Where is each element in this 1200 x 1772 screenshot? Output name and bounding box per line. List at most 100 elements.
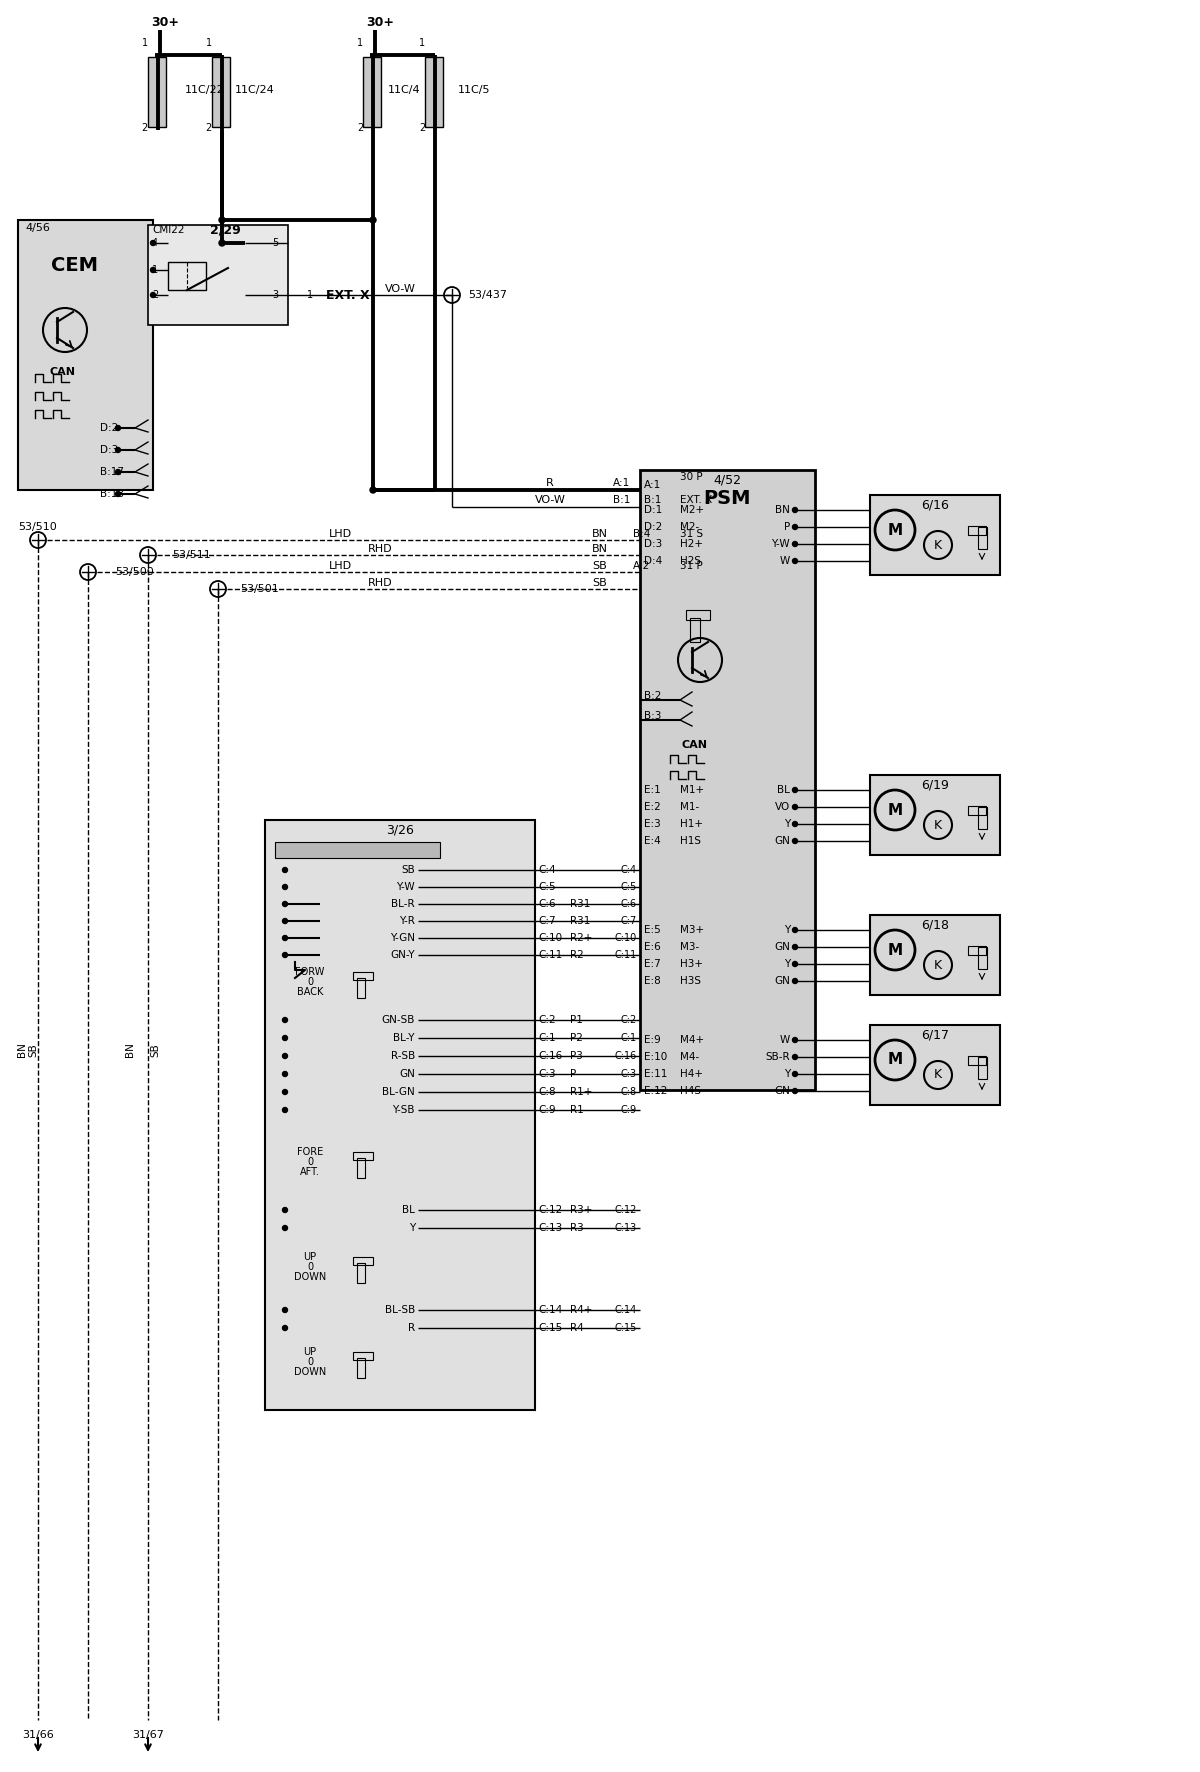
Text: D:3: D:3 xyxy=(644,539,662,549)
Text: C:16: C:16 xyxy=(538,1051,563,1061)
Bar xyxy=(968,526,986,535)
Circle shape xyxy=(282,1325,288,1331)
Text: C:5: C:5 xyxy=(538,882,556,891)
Text: 31 S: 31 S xyxy=(680,530,703,539)
Text: E:3: E:3 xyxy=(644,819,661,829)
Text: DOWN: DOWN xyxy=(294,1366,326,1377)
Text: CAN: CAN xyxy=(682,741,708,750)
Text: E:2: E:2 xyxy=(644,803,661,812)
Text: C:1: C:1 xyxy=(620,1033,637,1044)
Text: R31: R31 xyxy=(570,916,590,927)
Text: BL-SB: BL-SB xyxy=(385,1304,415,1315)
Text: D:4: D:4 xyxy=(644,556,662,565)
Text: H4+: H4+ xyxy=(680,1069,703,1079)
Text: E:4: E:4 xyxy=(644,836,661,845)
Text: B:18: B:18 xyxy=(100,489,124,500)
Text: D:3: D:3 xyxy=(100,445,119,455)
Bar xyxy=(640,470,815,1090)
Text: M4+: M4+ xyxy=(680,1035,704,1045)
Bar xyxy=(265,820,535,1411)
Bar xyxy=(353,1152,373,1161)
Text: EXT. X: EXT. X xyxy=(680,494,713,505)
Text: BL-Y: BL-Y xyxy=(394,1033,415,1044)
Text: CMI22: CMI22 xyxy=(152,225,185,236)
Circle shape xyxy=(150,241,156,246)
Text: A:1: A:1 xyxy=(613,478,630,487)
Text: Y-W: Y-W xyxy=(396,882,415,891)
Bar xyxy=(275,842,440,858)
Text: P2: P2 xyxy=(570,1033,583,1044)
Circle shape xyxy=(792,507,798,512)
Text: SB-R: SB-R xyxy=(766,1053,790,1061)
Text: RHD: RHD xyxy=(367,578,392,588)
Text: BL-GN: BL-GN xyxy=(383,1086,415,1097)
Text: E:1: E:1 xyxy=(644,785,661,796)
Text: P3: P3 xyxy=(570,1051,583,1061)
Text: C:15: C:15 xyxy=(614,1324,637,1333)
Text: C:6: C:6 xyxy=(538,898,556,909)
Text: R1-: R1- xyxy=(570,1106,588,1115)
Text: M: M xyxy=(888,943,902,957)
Text: 6/19: 6/19 xyxy=(922,778,949,792)
Bar xyxy=(353,1256,373,1265)
Text: E:7: E:7 xyxy=(644,959,661,969)
Text: K: K xyxy=(934,959,942,971)
Text: R3-: R3- xyxy=(570,1223,588,1233)
Text: 53/511: 53/511 xyxy=(172,549,211,560)
Text: C:8: C:8 xyxy=(538,1086,556,1097)
Text: BN: BN xyxy=(125,1042,134,1058)
Text: SB: SB xyxy=(593,562,607,571)
Text: R4+: R4+ xyxy=(570,1304,593,1315)
Text: CAN: CAN xyxy=(49,367,74,377)
Bar xyxy=(968,946,986,955)
Text: 1: 1 xyxy=(356,37,364,48)
Text: C:7: C:7 xyxy=(620,916,637,927)
Text: R4-: R4- xyxy=(570,1324,588,1333)
Text: 1: 1 xyxy=(142,37,148,48)
Circle shape xyxy=(792,787,798,792)
Circle shape xyxy=(150,292,156,298)
Text: 53/437: 53/437 xyxy=(468,291,508,299)
Text: E:5: E:5 xyxy=(644,925,661,936)
Text: D:2: D:2 xyxy=(100,424,119,432)
Circle shape xyxy=(282,1090,288,1095)
Text: A:2: A:2 xyxy=(634,562,650,571)
Text: 4/56: 4/56 xyxy=(25,223,50,232)
Text: W: W xyxy=(780,1035,790,1045)
Text: FORW: FORW xyxy=(295,968,325,976)
Text: BACK: BACK xyxy=(296,987,323,998)
Text: SB: SB xyxy=(150,1044,160,1056)
Circle shape xyxy=(115,470,120,475)
Bar xyxy=(978,526,986,549)
Text: BL: BL xyxy=(402,1205,415,1216)
Text: GN: GN xyxy=(774,836,790,845)
Circle shape xyxy=(792,1037,798,1042)
Text: P1: P1 xyxy=(570,1015,583,1024)
Text: 0: 0 xyxy=(307,1262,313,1272)
Circle shape xyxy=(282,1226,288,1230)
Text: Y-W: Y-W xyxy=(772,539,790,549)
Circle shape xyxy=(220,216,226,223)
Text: 53/500: 53/500 xyxy=(115,567,154,578)
Text: K: K xyxy=(934,819,942,831)
Text: PSM: PSM xyxy=(703,489,751,507)
Text: AFT.: AFT. xyxy=(300,1168,320,1177)
Text: C:2: C:2 xyxy=(620,1015,637,1024)
Text: R: R xyxy=(408,1324,415,1333)
Text: Y: Y xyxy=(784,1069,790,1079)
Bar xyxy=(353,973,373,980)
Text: 11C/5: 11C/5 xyxy=(458,85,491,96)
Text: H3S: H3S xyxy=(680,976,701,985)
Text: P: P xyxy=(570,1069,576,1079)
Circle shape xyxy=(792,542,798,546)
Text: E:11: E:11 xyxy=(644,1069,667,1079)
Text: E:10: E:10 xyxy=(644,1053,667,1061)
Text: 11C/4: 11C/4 xyxy=(388,85,421,96)
Text: GN: GN xyxy=(774,943,790,952)
Circle shape xyxy=(792,1072,798,1077)
Text: E:8: E:8 xyxy=(644,976,661,985)
Text: Y-R: Y-R xyxy=(400,916,415,927)
Text: E:12: E:12 xyxy=(644,1086,667,1097)
Text: C:12: C:12 xyxy=(538,1205,563,1216)
Text: E:6: E:6 xyxy=(644,943,661,952)
